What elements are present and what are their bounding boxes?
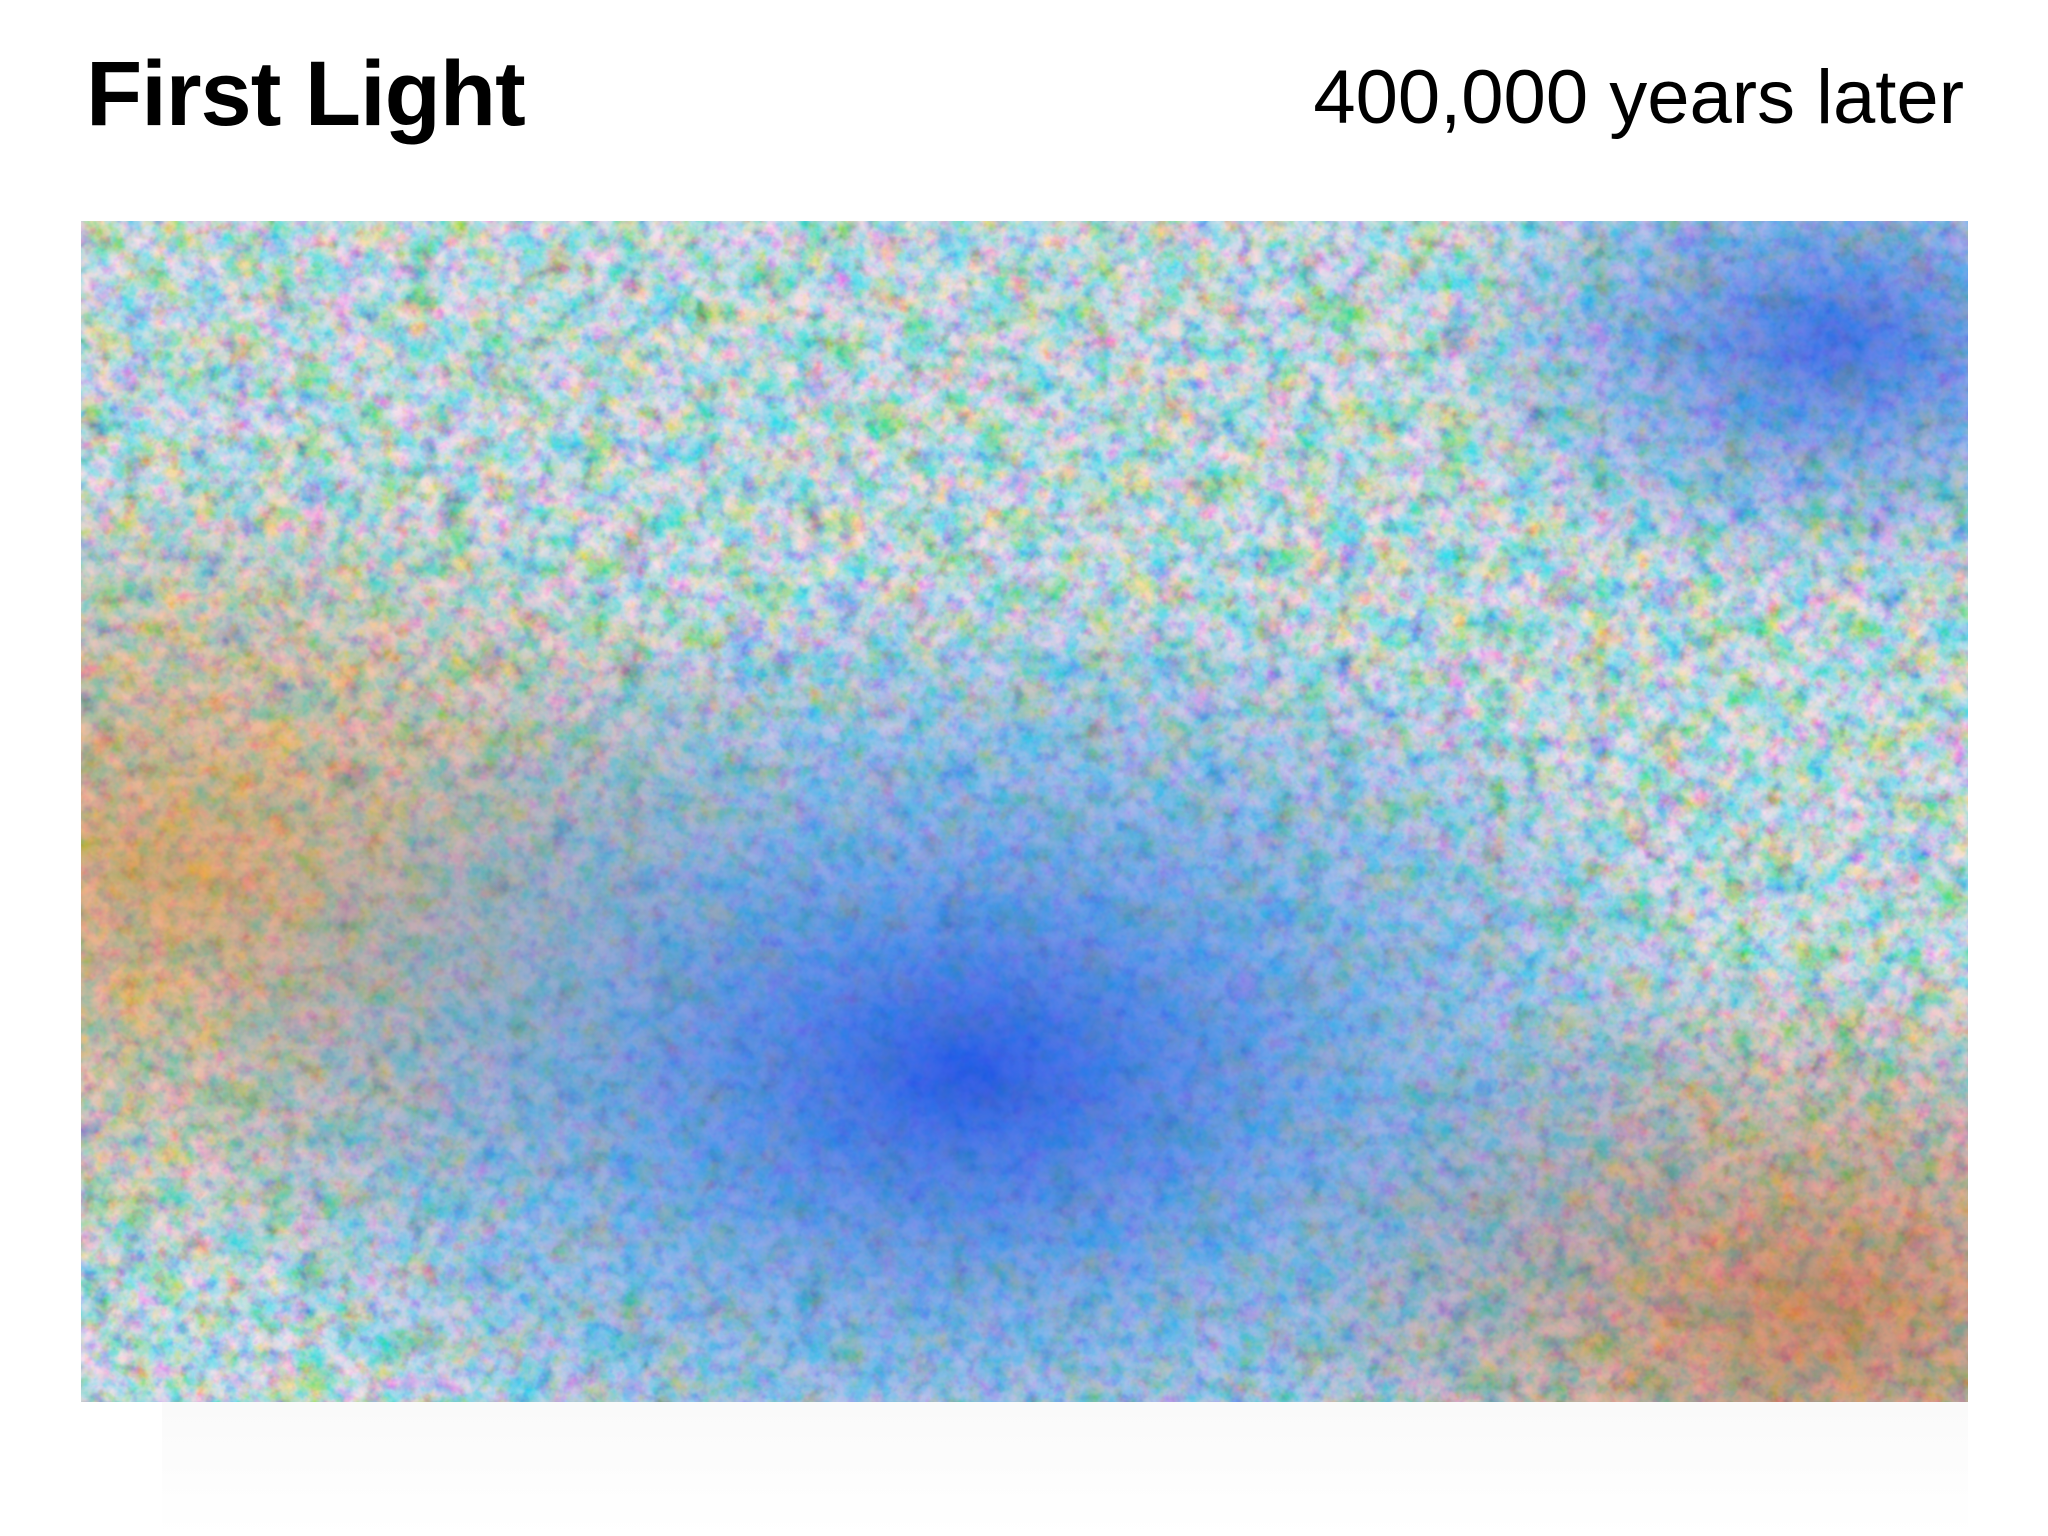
- cmb-map-image: [81, 221, 1968, 1402]
- image-bottom-fade: [162, 1402, 1968, 1536]
- cool-region-top-right: [81, 221, 1968, 1402]
- slide-subtitle: 400,000 years later: [1313, 55, 1964, 140]
- cmb-map-svg: [81, 221, 1968, 1402]
- slide-title: First Light: [86, 43, 526, 145]
